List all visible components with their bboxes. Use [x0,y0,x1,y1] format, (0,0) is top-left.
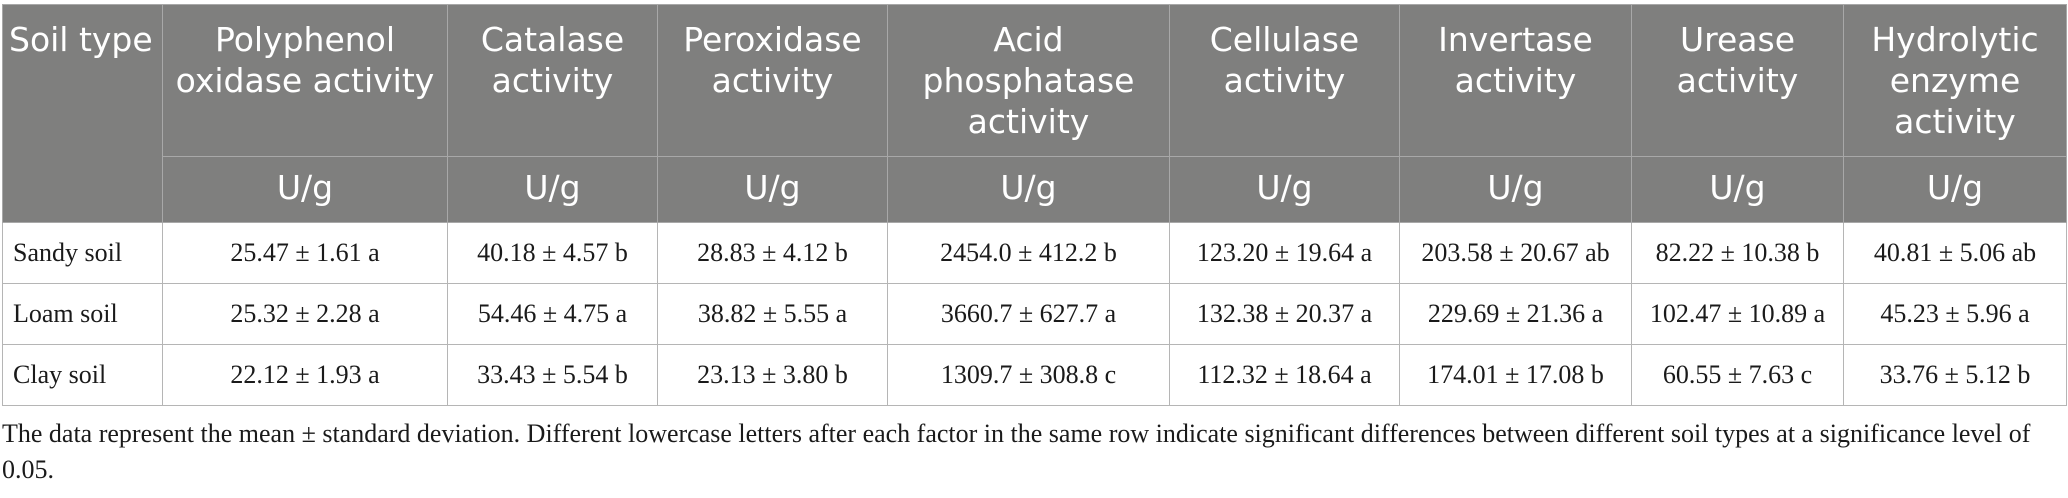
table-row: Loam soil 25.32 ± 2.28 a 54.46 ± 4.75 a … [2,283,2067,345]
table-cell: 38.82 ± 5.55 a [657,283,888,345]
unit-row: U/g U/g U/g U/g U/g U/g U/g U/g [3,156,2067,223]
unit-acid-phosphatase: U/g [887,156,1170,223]
table-cell: 112.32 ± 18.64 a [1169,344,1400,406]
table-cell: 203.58 ± 20.67 ab [1399,222,1632,284]
unit-hydrolytic-enzyme: U/g [1843,156,2067,223]
table-cell: 33.76 ± 5.12 b [1843,344,2067,406]
table-cell: 40.18 ± 4.57 b [447,222,658,284]
table-cell: 25.47 ± 1.61 a [162,222,448,284]
table-cell: 3660.7 ± 627.7 a [887,283,1170,345]
table-cell: 132.38 ± 20.37 a [1169,283,1400,345]
table-cell: 33.43 ± 5.54 b [447,344,658,406]
table-footnote: The data represent the mean ± standard d… [2,419,2031,484]
unit-urease: U/g [1631,156,1844,223]
row-label: Loam soil [2,283,163,345]
col-header-urease: Urease activity [1631,4,1844,157]
table-row: Sandy soil 25.47 ± 1.61 a 40.18 ± 4.57 b… [2,222,2067,284]
unit-polyphenol-oxidase: U/g [162,156,448,223]
table-cell: 229.69 ± 21.36 a [1399,283,1632,345]
table-cell: 123.20 ± 19.64 a [1169,222,1400,284]
table-cell: 60.55 ± 7.63 c [1631,344,1844,406]
col-header-hydrolytic-enzyme: Hydrolytic enzyme activity [1843,4,2067,157]
col-header-acid-phosphatase: Acid phosphatase activity [887,4,1170,157]
table-cell: 54.46 ± 4.75 a [447,283,658,345]
col-header-peroxidase: Peroxidase activity [657,4,888,157]
enzyme-activity-table-container: Soil type Polyphenol oxidase activity Ca… [2,4,2067,406]
enzyme-activity-table: Soil type Polyphenol oxidase activity Ca… [2,4,2067,406]
table-cell: 45.23 ± 5.96 a [1843,283,2067,345]
table-cell: 23.13 ± 3.80 b [657,344,888,406]
col-header-invertase: Invertase activity [1399,4,1632,157]
table-cell: 174.01 ± 17.08 b [1399,344,1632,406]
row-label: Sandy soil [2,222,163,284]
table-cell: 22.12 ± 1.93 a [162,344,448,406]
col-header-soil-type: Soil type [2,4,163,223]
table-cell: 82.22 ± 10.38 b [1631,222,1844,284]
col-header-polyphenol-oxidase: Polyphenol oxidase activity [162,4,448,157]
table-row: Clay soil 22.12 ± 1.93 a 33.43 ± 5.54 b … [2,344,2067,406]
col-header-cellulase: Cellulase activity [1169,4,1400,157]
unit-peroxidase: U/g [657,156,888,223]
unit-cellulase: U/g [1169,156,1400,223]
unit-catalase: U/g [447,156,658,223]
row-label: Clay soil [2,344,163,406]
table-cell: 40.81 ± 5.06 ab [1843,222,2067,284]
header-row: Soil type Polyphenol oxidase activity Ca… [2,4,2067,223]
table-cell: 1309.7 ± 308.8 c [887,344,1170,406]
col-header-catalase: Catalase activity [447,4,658,157]
table-cell: 2454.0 ± 412.2 b [887,222,1170,284]
table-cell: 28.83 ± 4.12 b [657,222,888,284]
unit-invertase: U/g [1399,156,1632,223]
table-cell: 25.32 ± 2.28 a [162,283,448,345]
table-cell: 102.47 ± 10.89 a [1631,283,1844,345]
